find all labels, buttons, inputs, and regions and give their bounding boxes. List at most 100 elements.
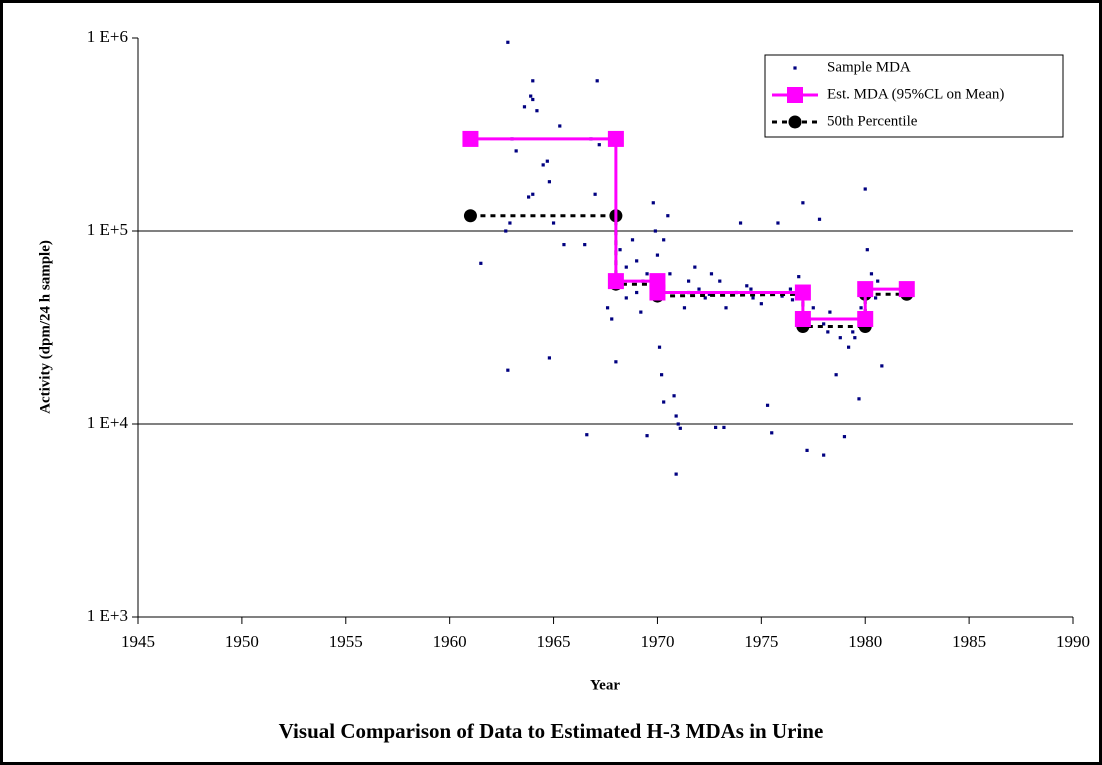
scatter-point (745, 284, 749, 288)
scatter-point (788, 287, 793, 291)
scatter-point (597, 143, 601, 147)
scatter-point (797, 275, 801, 279)
scatter-point (714, 425, 718, 430)
scatter-point (674, 472, 678, 476)
scatter-point (811, 306, 815, 310)
scatter-point (822, 322, 826, 326)
scatter-point (541, 163, 545, 167)
series-marker (794, 284, 811, 301)
scatter-point (847, 345, 851, 349)
scatter-point (618, 248, 622, 252)
scatter-point (838, 336, 842, 340)
scatter-point (738, 221, 743, 225)
y-axis-label: Activity (dpm/24 h sample) (37, 240, 53, 414)
scatter-point (678, 426, 682, 430)
legend-marker (788, 115, 802, 129)
scatter-point (709, 272, 714, 276)
legend-marker (787, 87, 803, 103)
x-tick-label: 1985 (952, 632, 986, 651)
scatter-point (759, 302, 763, 306)
legend-marker (793, 66, 797, 70)
scatter-point (514, 149, 518, 153)
scatter-point (707, 292, 711, 296)
scatter-point (583, 243, 587, 247)
scatter-point (676, 422, 680, 426)
scatter-point (826, 330, 830, 334)
series-marker (649, 284, 666, 301)
scatter-point (624, 296, 628, 300)
series-marker (463, 209, 477, 223)
scatter-point (479, 261, 483, 265)
scatter-point (874, 296, 878, 300)
scatter-point (863, 187, 867, 191)
scatter-point (593, 192, 597, 196)
scatter-point (529, 94, 533, 98)
scatter-point (876, 279, 880, 283)
chart-title: Visual Comparison of Data to Estimated H… (279, 719, 824, 743)
scatter-point (851, 330, 855, 334)
scatter-point (506, 368, 510, 372)
scatter-point (662, 238, 666, 242)
x-tick-label: 1965 (537, 632, 571, 651)
scatter-point (660, 373, 664, 377)
scatter-point (666, 214, 670, 218)
scatter-point (668, 272, 672, 276)
legend-label: Sample MDA (827, 59, 911, 75)
scatter-point (562, 243, 566, 247)
scatter-point (639, 310, 643, 314)
scatter-point (859, 306, 863, 310)
series-marker (607, 273, 624, 290)
scatter-point (531, 79, 535, 83)
y-tick-label: 1 E+4 (87, 413, 129, 432)
scatter-point (880, 364, 884, 368)
scatter-point (687, 279, 691, 283)
scatter-point (765, 403, 770, 407)
y-tick-label: 1 E+5 (87, 220, 128, 239)
scatter-point (547, 356, 551, 360)
scatter-point (531, 97, 535, 102)
scatter-point (693, 265, 697, 269)
x-tick-label: 1960 (433, 632, 467, 651)
series-marker (857, 281, 874, 298)
legend-label: Est. MDA (95%CL on Mean) (827, 86, 1004, 102)
scatter-point (522, 105, 527, 109)
x-tick-label: 1975 (744, 632, 778, 651)
scatter-point (822, 453, 826, 457)
scatter-point (585, 433, 589, 437)
scatter-point (857, 397, 861, 401)
scatter-point (657, 345, 662, 349)
x-tick-label: 1990 (1056, 632, 1090, 651)
scatter-point (508, 221, 512, 225)
scatter-point (595, 79, 599, 83)
scatter-point (504, 229, 508, 233)
scatter-point (527, 195, 531, 199)
scatter-point (801, 201, 805, 205)
scatter-point (624, 265, 628, 269)
scatter-point (547, 180, 551, 184)
scatter-point (651, 201, 655, 205)
series-marker (607, 130, 624, 147)
scatter-point (724, 306, 728, 310)
scatter-point (828, 310, 832, 314)
scatter-point (722, 425, 726, 430)
series-marker (794, 310, 811, 327)
scatter-point (869, 272, 874, 276)
x-tick-label: 1950 (225, 632, 259, 651)
scatter-point (545, 159, 549, 163)
scatter-point (653, 229, 657, 233)
scatter-point (703, 296, 707, 300)
scatter-point (770, 431, 774, 435)
scatter-point (655, 253, 660, 257)
scatter-point (672, 394, 676, 398)
scatter-point (662, 400, 666, 404)
y-tick-label: 1 E+3 (87, 606, 128, 625)
scatter-point (610, 317, 614, 321)
scatter-point (635, 259, 639, 263)
y-tick-label: 1 E+6 (87, 27, 128, 46)
scatter-point (776, 221, 780, 225)
x-tick-label: 1955 (329, 632, 363, 651)
scatter-point (749, 287, 753, 291)
scatter-point (630, 238, 635, 242)
scatter-point (805, 448, 809, 452)
